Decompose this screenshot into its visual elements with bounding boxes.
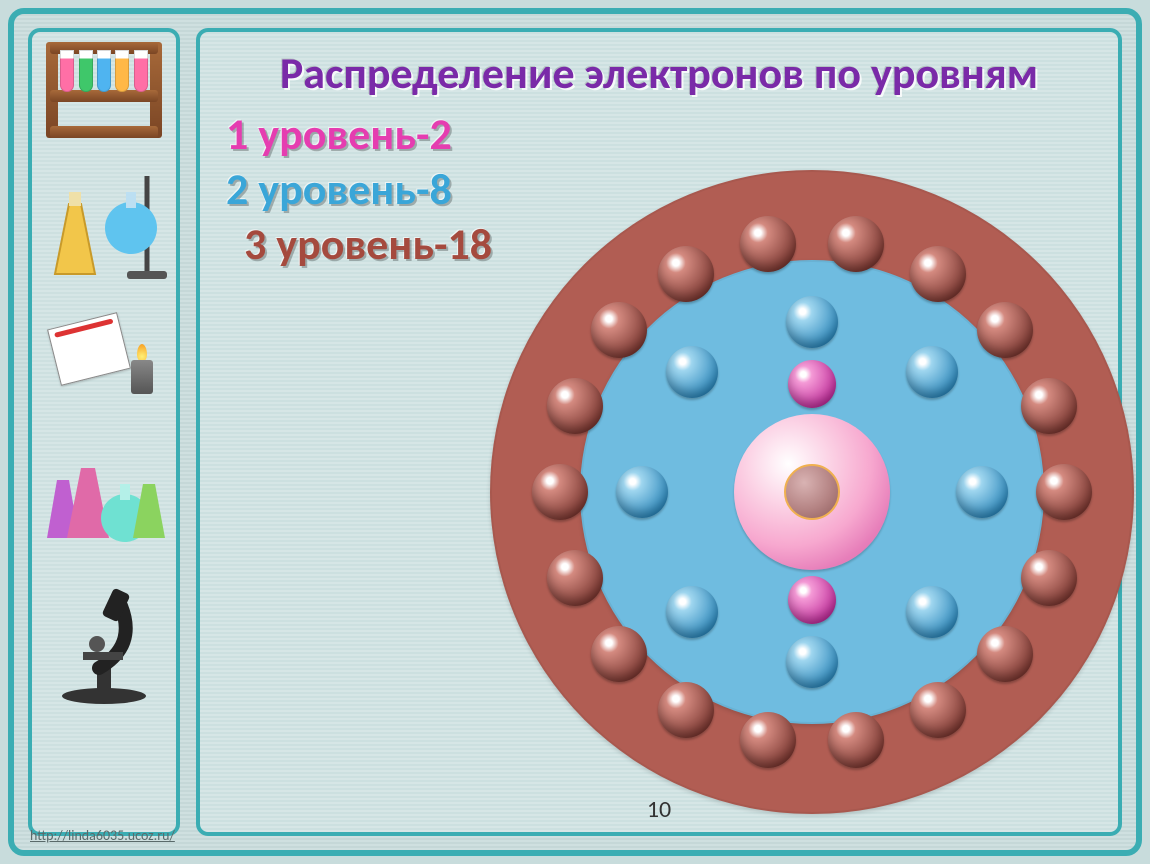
flask-stand-icon [39,166,169,286]
notebook-burner-icon [49,314,159,400]
electron-shell-1 [788,360,836,408]
electron-shell-2 [786,636,838,688]
electron-shell-2 [616,466,668,518]
electron-shell-3 [658,246,714,302]
electron-shell-3 [1021,378,1077,434]
footer-link[interactable]: http://linda6035.ucoz.ru/ [30,827,175,844]
electron-shell-3 [547,550,603,606]
electron-shell-3 [740,216,796,272]
electron-shell-3 [1021,550,1077,606]
electron-shell-3 [591,626,647,682]
slide-frame: Распределение электронов по уровням 1 ур… [8,8,1142,856]
electron-shell-3 [740,712,796,768]
electron-shell-3 [910,682,966,738]
electron-shell-2 [906,586,958,638]
electron-shell-2 [786,296,838,348]
electron-shell-3 [547,378,603,434]
microscope-icon [49,576,159,706]
electron-shell-3 [532,464,588,520]
electron-shell-3 [977,626,1033,682]
electron-shell-3 [910,246,966,302]
slide-title: Распределение электронов по уровням [220,48,1098,99]
electron-shell-3 [591,302,647,358]
sidebar [28,28,180,836]
level-1-label: 1 уровень-2 [226,107,1098,162]
test-tube-rack-icon [44,42,164,138]
atom-diagram [532,212,1092,772]
flask-group-icon [39,428,169,548]
electron-shell-3 [658,682,714,738]
page-number: 10 [647,795,671,824]
main-panel: Распределение электронов по уровням 1 ур… [196,28,1122,836]
electron-shell-2 [666,346,718,398]
electron-shell-2 [906,346,958,398]
electron-shell-3 [828,712,884,768]
electron-shell-2 [956,466,1008,518]
electron-shell-3 [1036,464,1092,520]
electron-shell-2 [666,586,718,638]
nucleus-core [784,464,840,520]
electron-shell-3 [977,302,1033,358]
electron-shell-1 [788,576,836,624]
electron-shell-3 [828,216,884,272]
